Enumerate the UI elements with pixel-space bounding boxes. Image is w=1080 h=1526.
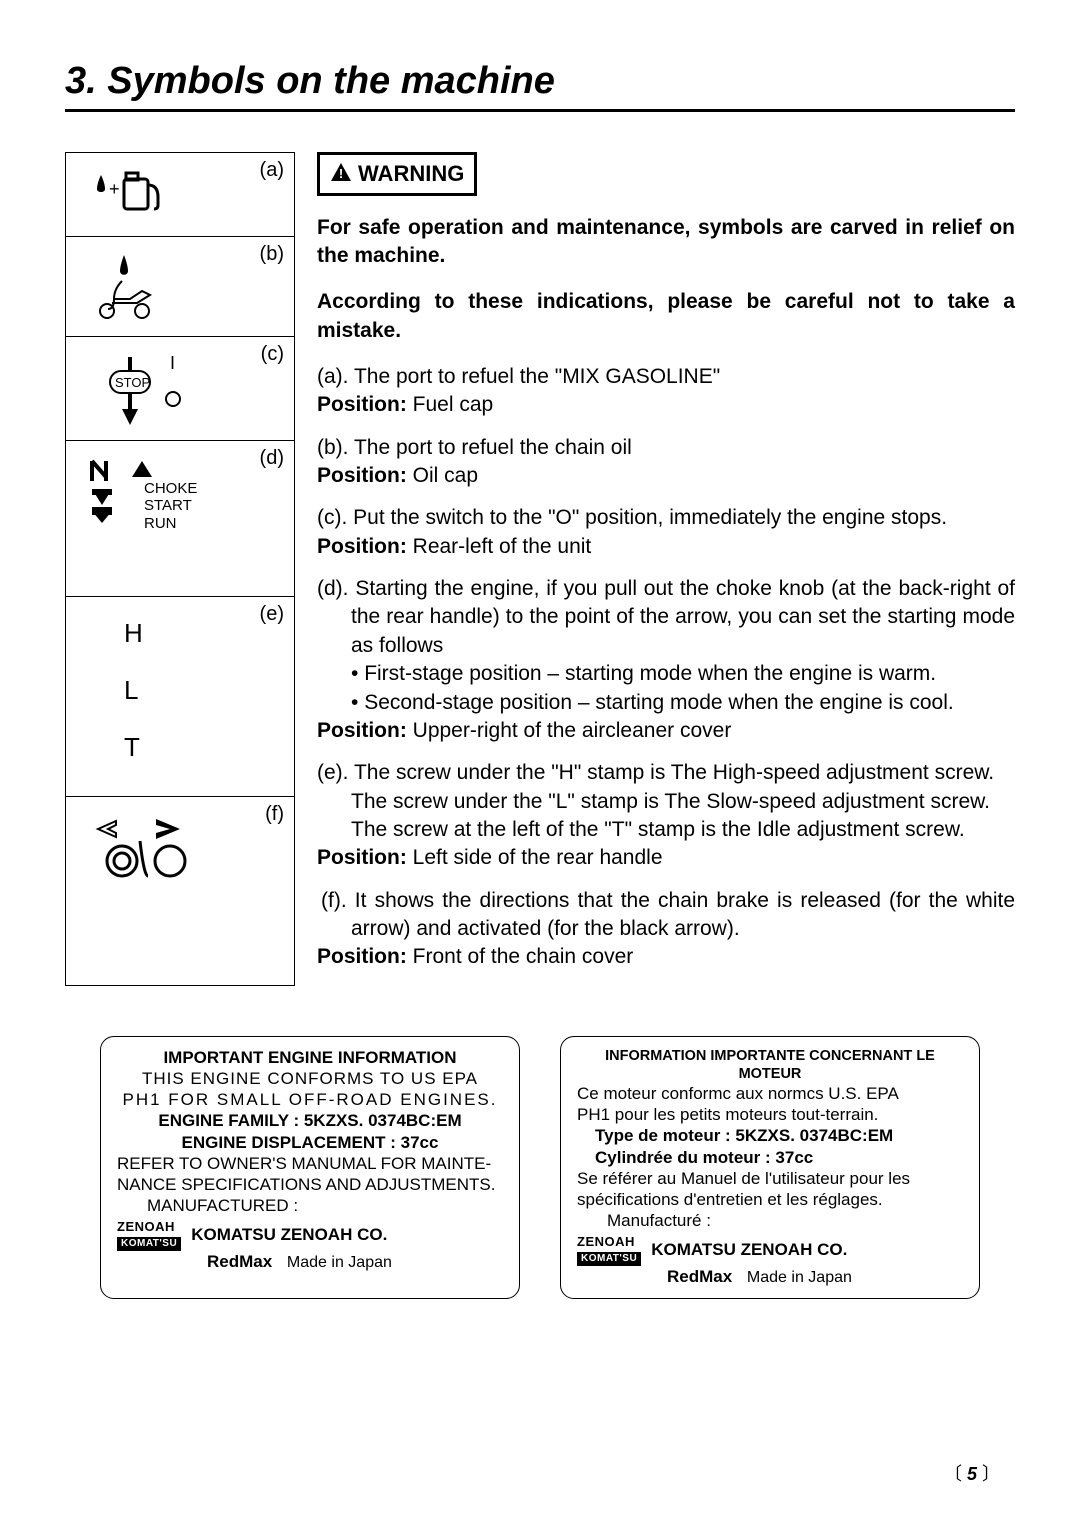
warning-box: ! WARNING [317,152,477,196]
symbol-cell-d: (d) CHOKE START RUN [66,441,294,597]
en-l2: PH1 FOR SMALL OFF-ROAD ENGINES. [117,1089,503,1110]
cell-label-e: (e) [260,603,284,626]
item-f: (f). It shows the directions that the ch… [317,887,1015,972]
komatsu-logo-fr: KOMAT'SU [577,1252,641,1267]
svg-text:+: + [109,179,120,199]
section-title: 3. Symbols on the machine [65,60,1015,112]
fr-l1: Ce moteur conformc aux normcs U.S. EPA [577,1083,963,1104]
engine-labels-row: IMPORTANT ENGINE INFORMATION THIS ENGINE… [65,1036,1015,1300]
item-d: (d). Starting the engine, if you pull ou… [317,575,1015,745]
redmax-en: RedMax [207,1252,272,1271]
en-mfg: MANUFACTURED : [117,1195,503,1216]
choke-icon: CHOKE START RUN [74,449,286,532]
en-l6: NANCE SPECIFICATIONS AND ADJUSTMENTS. [117,1174,503,1195]
item-c: (c). Put the switch to the "O" position,… [317,504,1015,561]
en-l4: ENGINE DISPLACEMENT : 37cc [117,1132,503,1153]
mij-en: Made in Japan [287,1254,392,1271]
en-mfg-row: ZENOAH KOMAT'SU KOMATSU ZENOAH CO. [117,1219,503,1252]
choke-l3: RUN [144,515,286,532]
fr-mfg-row: ZENOAH KOMAT'SU KOMATSU ZENOAH CO. [577,1234,963,1267]
fr-mfg: Manufacturé : [577,1210,963,1231]
item-a: (a). The port to refuel the "MIX GASOLIN… [317,363,1015,420]
item-a-pos-val: Fuel cap [407,393,493,416]
item-e: (e). The screw under the "H" stamp is Th… [317,759,1015,872]
fr-title: INFORMATION IMPORTANTE CONCERNANT LE MOT… [577,1047,963,1083]
komatsu-logo: KOMAT'SU [117,1237,181,1252]
item-b-main: (b). The port to refuel the chain oil [317,434,1015,462]
stop-switch-icon: I STOP [74,345,286,434]
item-e-p3: The screw at the left of the "T" stamp i… [317,816,1015,844]
fr-l5: Se référer au Manuel de l'utilisateur po… [577,1168,963,1189]
oil-icon [74,245,286,326]
item-c-main: (c). Put the switch to the "O" position,… [317,504,1015,532]
en-l3: ENGINE FAMILY : 5KZXS. 0374BC:EM [117,1110,503,1131]
svg-text:I: I [170,353,175,373]
kzc-en: KOMATSU ZENOAH CO. [191,1224,387,1245]
item-b: (b). The port to refuel the chain oil Po… [317,434,1015,491]
cell-label-b: (b) [260,243,284,266]
item-a-main: (a). The port to refuel the "MIX GASOLIN… [317,363,1015,391]
fr-l2: PH1 pour les petits moteurs tout-terrain… [577,1104,963,1125]
symbol-table: (a) + (b) [65,152,295,986]
item-d-b2: Second-stage position – starting mode wh… [351,689,1015,717]
item-f-pos-label: Position: [317,945,407,968]
item-f-pos-val: Front of the chain cover [407,945,633,968]
symbol-cell-e: (e) H L T [66,597,294,797]
en-l1: THIS ENGINE CONFORMS TO US EPA [117,1068,503,1089]
item-e-pos-label: Position: [317,846,407,869]
item-e-lead: (e). The screw under the "H" stamp is Th… [317,759,1015,787]
item-a-pos-label: Position: [317,393,407,416]
cell-label-f: (f) [265,803,284,826]
fr-l4: Cylindrée du moteur : 37cc [577,1147,963,1168]
item-d-b1: First-stage position – starting mode whe… [351,660,1015,688]
chain-brake-icon [74,805,286,884]
page-number: 〔 5 〕 [944,1460,1000,1486]
stop-text: STOP [115,375,150,390]
mij-fr: Made in Japan [747,1269,852,1286]
choke-l2: START [144,497,286,514]
item-f-lead: (f). It shows the directions that the ch… [317,887,1015,944]
engine-label-en: IMPORTANT ENGINE INFORMATION THIS ENGINE… [100,1036,520,1300]
hlt-l: L [124,662,286,719]
item-c-pos-label: Position: [317,535,407,558]
redmax-fr: RedMax [667,1267,732,1286]
item-e-pos-val: Left side of the rear handle [407,846,663,869]
zenoah-logo: ZENOAH [117,1219,181,1235]
item-c-pos-val: Rear-left of the unit [407,535,591,558]
hlt-icon: H L T [74,605,286,777]
en-l5: REFER TO OWNER'S MANUMAL FOR MAINTE- [117,1153,503,1174]
kzc-fr: KOMATSU ZENOAH CO. [651,1239,847,1260]
fuel-icon: + [74,161,286,220]
choke-l1: CHOKE [144,480,286,497]
svg-text:!: ! [339,166,343,181]
symbol-cell-b: (b) [66,237,294,337]
hlt-t: T [124,719,286,776]
intro-para-2: According to these indications, please b… [317,288,1015,345]
main-content: (a) + (b) [65,152,1015,986]
item-d-lead: (d). Starting the engine, if you pull ou… [317,575,1015,660]
engine-label-fr: INFORMATION IMPORTANTE CONCERNANT LE MOT… [560,1036,980,1300]
item-d-pos-val: Upper-right of the aircleaner cover [407,719,732,742]
intro-para-1: For safe operation and maintenance, symb… [317,214,1015,271]
en-title: IMPORTANT ENGINE INFORMATION [117,1047,503,1068]
warning-label: WARNING [358,159,464,189]
cell-label-c: (c) [261,343,284,366]
item-e-p2: The screw under the "L" stamp is The Slo… [317,788,1015,816]
symbol-cell-a: (a) + [66,153,294,237]
fr-l3: Type de moteur : 5KZXS. 0374BC:EM [577,1125,963,1146]
item-b-pos-label: Position: [317,464,407,487]
description-column: ! WARNING For safe operation and mainten… [317,152,1015,986]
cell-label-a: (a) [260,159,284,182]
warning-triangle-icon: ! [330,162,352,186]
fr-l6: spécifications d'entretien et les réglag… [577,1189,963,1210]
symbol-cell-c: (c) I STOP [66,337,294,441]
cell-label-d: (d) [260,447,284,470]
symbol-cell-f: (f) [66,797,294,901]
item-b-pos-val: Oil cap [407,464,478,487]
zenoah-logo-fr: ZENOAH [577,1234,641,1250]
item-d-pos-label: Position: [317,719,407,742]
